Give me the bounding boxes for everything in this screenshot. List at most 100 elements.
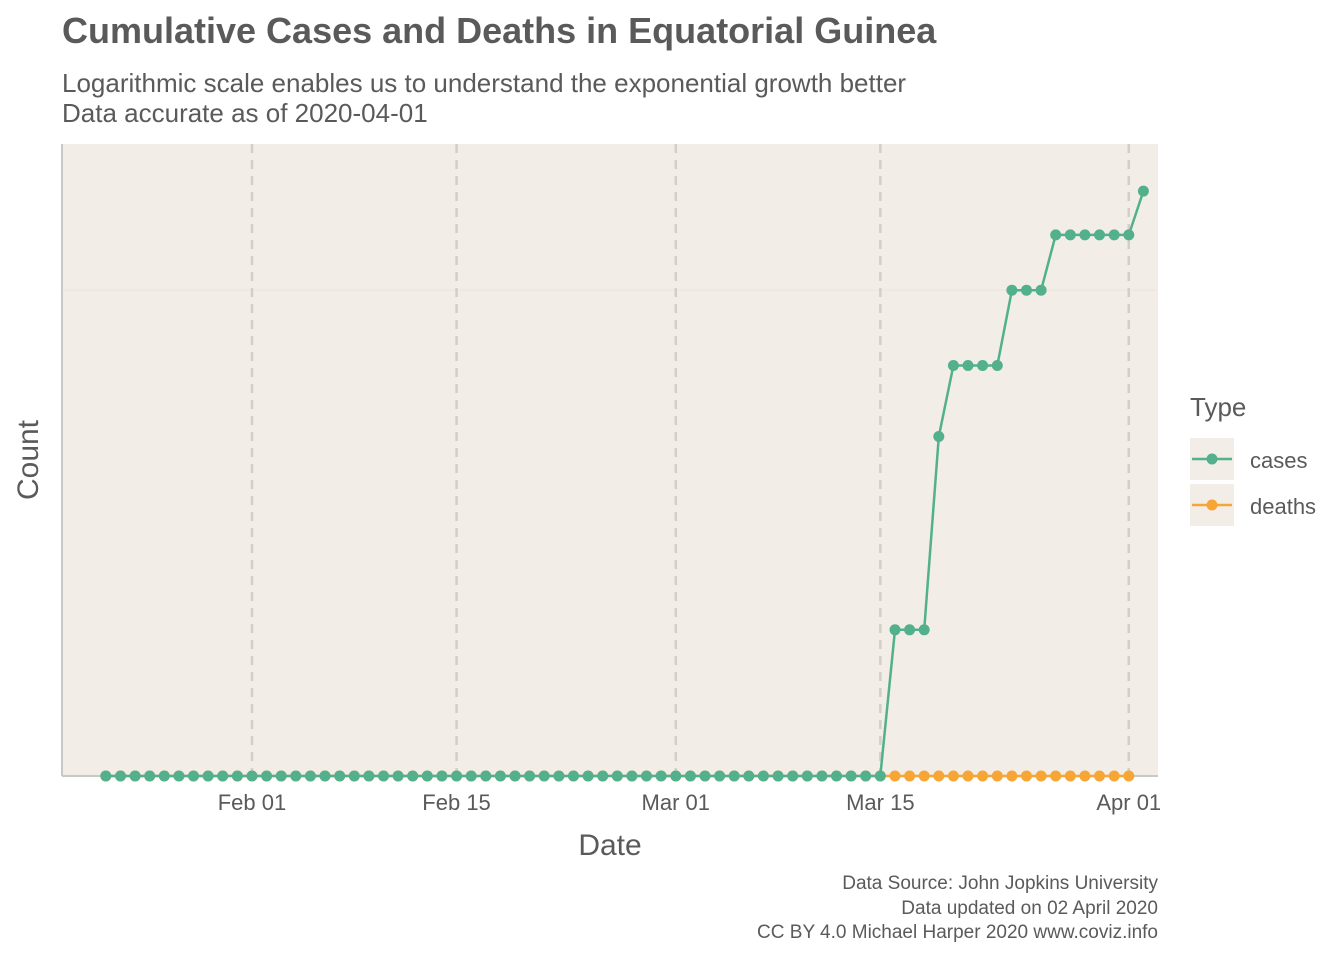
data-point-deaths (1035, 770, 1047, 782)
data-point-cases (334, 770, 346, 782)
chart-subtitle-line-2: Data accurate as of 2020-04-01 (62, 98, 428, 128)
data-point-cases (348, 770, 360, 782)
data-point-cases (962, 360, 974, 371)
data-point-cases (480, 770, 492, 782)
data-point-cases (831, 770, 842, 782)
data-point-deaths (1064, 770, 1076, 782)
data-point-cases (904, 624, 916, 636)
data-point-cases (845, 770, 857, 782)
data-point-cases (436, 770, 448, 782)
data-point-cases (392, 770, 404, 782)
data-point-cases (115, 770, 126, 782)
data-point-cases (1094, 229, 1105, 241)
data-point-deaths (1006, 770, 1018, 782)
data-point-deaths (933, 770, 945, 782)
legend-label-cases: cases (1250, 448, 1308, 473)
data-point-cases (465, 770, 477, 782)
data-point-deaths (1094, 770, 1105, 782)
data-point-cases (787, 770, 799, 782)
caption-license: CC BY 4.0 Michael Harper 2020 www.coviz.… (757, 922, 1158, 943)
data-point-cases (670, 770, 682, 782)
data-point-deaths (1021, 770, 1032, 782)
data-point-deaths (1079, 770, 1091, 782)
x-axis-title: Date (578, 829, 641, 862)
data-point-cases (860, 770, 872, 782)
data-point-deaths (1108, 770, 1120, 782)
data-point-cases (524, 770, 536, 782)
data-point-cases (188, 770, 199, 782)
data-point-cases (494, 770, 506, 782)
data-point-cases (553, 770, 565, 782)
data-point-cases (1137, 185, 1149, 197)
data-point-cases (918, 624, 930, 636)
legend-swatch-deaths (1192, 499, 1232, 511)
data-point-cases (1050, 229, 1062, 241)
data-point-cases (801, 770, 813, 782)
data-point-cases (582, 770, 594, 782)
data-point-cases (1064, 229, 1076, 241)
data-point-cases (421, 770, 433, 782)
data-point-cases (144, 770, 156, 782)
x-tick-label: Feb 01 (218, 790, 287, 815)
data-point-cases (977, 360, 989, 371)
data-point-cases (743, 770, 755, 782)
data-point-deaths (1123, 770, 1135, 782)
data-point-cases (1108, 229, 1120, 241)
x-tick-label: Apr 01 (1096, 790, 1161, 815)
data-point-deaths (889, 770, 901, 782)
data-point-cases (319, 770, 331, 782)
caption-source: Data Source: John Jopkins University (842, 873, 1158, 894)
legend-label-deaths: deaths (1250, 494, 1317, 519)
data-point-cases (1006, 284, 1018, 296)
legend-key-deaths (1190, 484, 1234, 526)
data-point-cases (947, 360, 959, 371)
data-point-deaths (1050, 770, 1062, 782)
data-point-cases (757, 770, 769, 782)
legend-title: Type (1190, 392, 1247, 422)
x-tick-label: Mar 01 (642, 790, 710, 815)
data-point-cases (290, 770, 302, 782)
x-tick-label: Feb 15 (422, 790, 491, 815)
data-point-cases (231, 770, 243, 782)
x-tick-label: Mar 15 (846, 790, 914, 815)
data-point-cases (714, 770, 726, 782)
legend-swatch-cases (1192, 453, 1232, 465)
data-point-cases (202, 770, 214, 782)
chart-subtitle-line-1: Logarithmic scale enables us to understa… (62, 68, 907, 98)
data-point-cases (933, 431, 945, 442)
data-point-cases (1079, 229, 1091, 241)
data-point-cases (129, 770, 141, 782)
data-point-deaths (904, 770, 916, 782)
data-point-cases (611, 770, 623, 782)
caption-updated: Data updated on 02 April 2020 (901, 898, 1158, 919)
data-point-cases (597, 770, 609, 782)
data-point-cases (451, 770, 463, 782)
data-point-deaths (962, 770, 974, 782)
data-point-cases (261, 770, 273, 782)
data-point-cases (304, 770, 316, 782)
data-point-deaths (977, 770, 989, 782)
data-point-cases (275, 770, 287, 782)
data-point-cases (699, 770, 711, 782)
data-point-deaths (991, 770, 1003, 782)
data-point-cases (626, 770, 638, 782)
legend-key-cases (1190, 438, 1234, 480)
data-point-cases (655, 770, 667, 782)
plot-panel (62, 144, 1158, 776)
gridlines (62, 144, 1158, 776)
data-point-cases (772, 770, 784, 782)
x-tick-labels: Feb 01 Feb 15 Mar 01 Mar 15 Apr 01 (218, 790, 1161, 815)
y-axis-title: Count (12, 419, 45, 500)
data-point-cases (100, 770, 112, 782)
data-point-cases (684, 770, 696, 782)
data-point-deaths (918, 770, 930, 782)
data-point-cases (538, 770, 550, 782)
series-layer (100, 185, 1149, 782)
data-point-cases (158, 770, 170, 782)
data-point-cases (641, 770, 652, 782)
data-point-cases (246, 770, 258, 782)
data-point-cases (991, 360, 1003, 371)
data-point-cases (509, 770, 521, 782)
data-point-cases (728, 770, 740, 782)
